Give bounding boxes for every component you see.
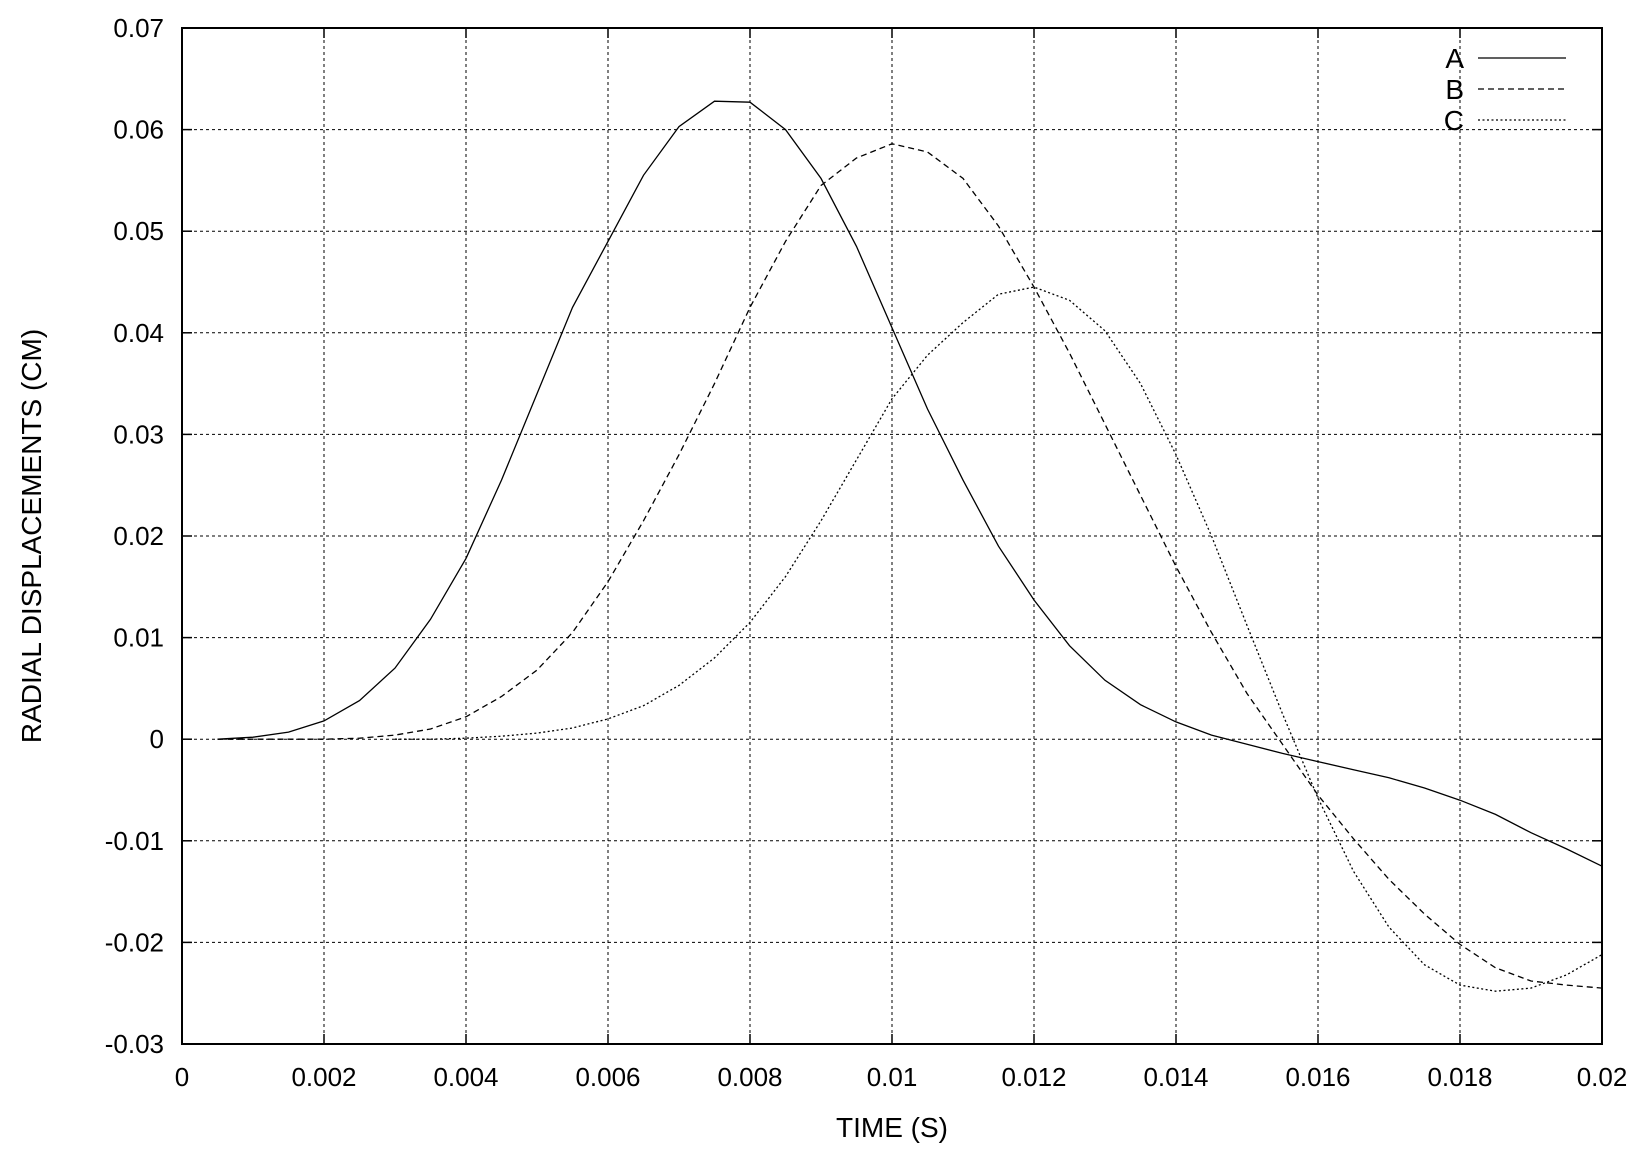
y-tick-label: 0.02 <box>113 521 164 551</box>
series-lines <box>217 100 1603 992</box>
y-tick-label: 0.01 <box>113 623 164 653</box>
x-tick-label: 0.02 <box>1577 1062 1628 1092</box>
y-tick-label: 0.05 <box>113 216 164 246</box>
x-tick-label: 0.006 <box>575 1062 640 1092</box>
x-tick-label: 0.012 <box>1001 1062 1066 1092</box>
y-tick-label: 0.03 <box>113 419 164 449</box>
y-tick-label: -0.01 <box>105 826 164 856</box>
y-tick-label: 0.06 <box>113 115 164 145</box>
x-tick-label: 0.014 <box>1143 1062 1208 1092</box>
series-a-line <box>217 100 1603 867</box>
x-tick-label: 0.002 <box>291 1062 356 1092</box>
series-c-line <box>395 286 1603 992</box>
legend-label-b: B <box>1445 74 1464 105</box>
legend-label-a: A <box>1445 43 1464 74</box>
y-tick-label: 0.07 <box>113 13 164 43</box>
x-axis-title: TIME (S) <box>836 1112 948 1143</box>
y-tick-label: -0.02 <box>105 927 164 957</box>
y-tick-label: -0.03 <box>105 1029 164 1059</box>
series-b-line <box>217 143 1603 989</box>
y-tick-label: 0.04 <box>113 318 164 348</box>
x-tick-label: 0 <box>175 1062 189 1092</box>
y-tick-label: 0 <box>150 724 164 754</box>
grid-lines <box>182 28 1602 1044</box>
y-axis-ticks: 0.07 0.06 0.05 0.04 0.03 0.02 0.01 0 -0.01 -0.02 -… <box>105 13 1602 1059</box>
x-tick-label: 0.018 <box>1427 1062 1492 1092</box>
x-tick-label: 0.004 <box>433 1062 498 1092</box>
x-tick-label: 0.008 <box>717 1062 782 1092</box>
x-tick-label: 0.016 <box>1285 1062 1350 1092</box>
x-axis-ticks: 0 0.002 0.004 0.006 0.008 0.01 0.012 0.014 0.016… <box>175 28 1628 1092</box>
x-tick-label: 0.01 <box>867 1062 918 1092</box>
legend: ABC <box>1444 43 1566 136</box>
y-axis-title: RADIAL DISPLACEMENTS (CM) <box>16 329 47 743</box>
legend-label-c: C <box>1444 105 1464 136</box>
